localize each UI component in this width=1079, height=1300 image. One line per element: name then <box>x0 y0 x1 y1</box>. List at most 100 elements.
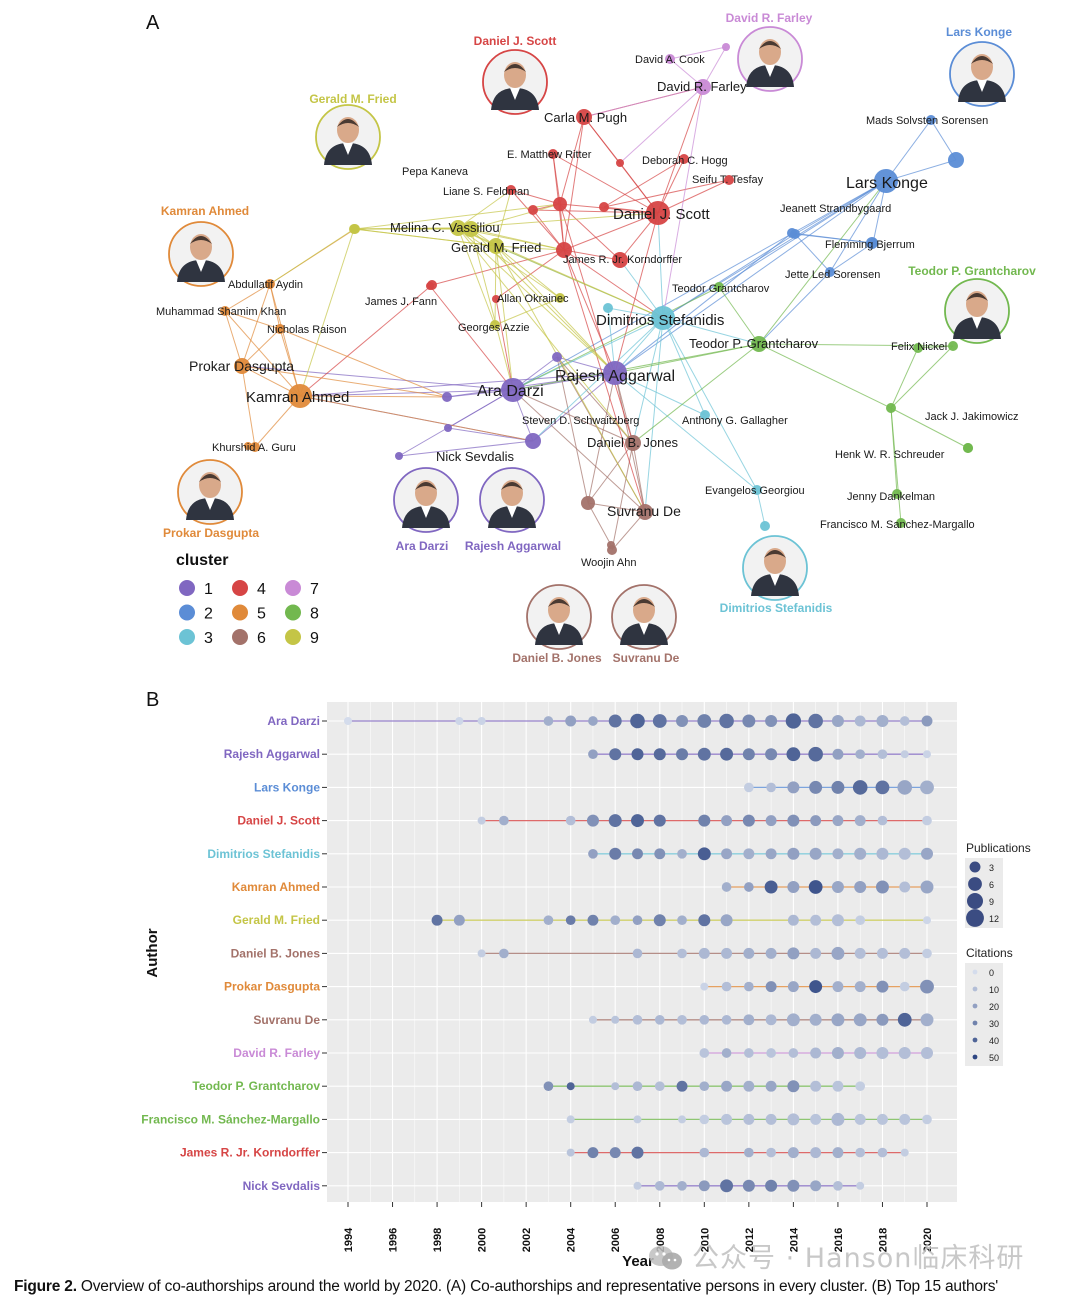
node-label-lars: Lars Konge <box>846 175 928 192</box>
point-ara-darzi-2018 <box>876 715 889 727</box>
node-seifu <box>724 175 734 185</box>
edge-gerald-ara <box>495 245 514 391</box>
edge-s23-ara <box>470 228 514 391</box>
edge-henk-francisco <box>890 407 902 524</box>
point-francisco-m-s-nchez-margallo-2020 <box>922 1114 932 1125</box>
point-francisco-m-s-nchez-margallo-2010 <box>699 1114 710 1125</box>
point-daniel-j-scott-2005 <box>586 814 599 827</box>
x-tick-label-2008: 2008 <box>655 1228 667 1252</box>
citations-key-20 <box>972 1003 978 1009</box>
portrait-collar-daniel-b-jones <box>554 623 564 635</box>
point-kamran-ahmed-2015 <box>808 880 823 894</box>
edge-daniels-ematthew <box>552 153 659 214</box>
x-tick-label-2010: 2010 <box>699 1228 711 1252</box>
point-francisco-m-s-nchez-margallo-2016 <box>831 1112 845 1126</box>
point-suvranu-de-2007 <box>632 1014 643 1025</box>
portrait-name-rajesh-aggarwal: Rajesh Aggarwal <box>465 539 561 553</box>
node-melina <box>450 220 466 236</box>
legend-swatch-6 <box>232 629 248 645</box>
node-kamran <box>288 384 312 408</box>
point-ara-darzi-2013 <box>765 715 778 727</box>
point-rajesh-aggarwal-2005 <box>588 749 598 760</box>
node-label-anthony: Anthony G. Gallagher <box>682 415 788 427</box>
point-david-r-farley-2014 <box>788 1048 799 1058</box>
point-daniel-j-scott-2014 <box>787 814 800 827</box>
point-dimitrios-stefanidis-2015 <box>809 847 822 860</box>
point-kamran-ahmed-2014 <box>787 881 800 893</box>
point-daniel-b-jones-2010 <box>698 947 710 959</box>
point-daniel-b-jones-2019 <box>899 947 911 959</box>
legend-swatch-8 <box>285 604 301 621</box>
edge-steven-s16 <box>556 356 589 504</box>
point-suvranu-de-2010 <box>699 1014 710 1025</box>
legend-swatch-7 <box>285 580 301 596</box>
y-tick-label-daniel-b-jones: Daniel B. Jones <box>231 946 321 960</box>
panel-b-label: B <box>146 689 159 711</box>
portrait-hair-daniel-b-jones <box>548 599 570 607</box>
y-tick-label-nick-sevdalis: Nick Sevdalis <box>243 1179 321 1193</box>
point-prokar-dasgupta-2012 <box>744 981 754 992</box>
node-label-pepa: Pepa Kaneva <box>402 166 469 178</box>
point-suvranu-de-2017 <box>853 1013 867 1027</box>
point-dimitrios-stefanidis-2012 <box>743 848 755 860</box>
node-s7 <box>442 392 452 402</box>
point-rajesh-aggarwal-2012 <box>742 748 755 761</box>
point-francisco-m-s-nchez-margallo-2012 <box>743 1113 755 1125</box>
edge-gerald-georges <box>494 245 497 326</box>
node-anthony <box>700 410 710 420</box>
edge-henk-felix <box>890 345 954 409</box>
point-teodor-p-grantcharov-2009 <box>676 1080 688 1092</box>
point-suvranu-de-2019 <box>897 1012 912 1027</box>
point-ara-darzi-2005 <box>588 716 598 726</box>
point-ara-darzi-2020 <box>921 715 933 727</box>
point-teodor-p-grantcharov-2010 <box>699 1081 710 1092</box>
edge-carla-s1 <box>563 116 585 251</box>
y-tick-label-ara-darzi: Ara Darzi <box>267 714 320 728</box>
node-label-gerald: Gerald M. Fried <box>451 240 541 255</box>
node-jenny <box>892 489 902 499</box>
series-rows <box>344 713 934 1193</box>
portrait-name-lars-konge: Lars Konge <box>946 25 1012 39</box>
node-s2 <box>553 197 567 211</box>
node-label-james: James R. Jr. Korndorffer <box>563 254 682 266</box>
point-daniel-b-jones-2014 <box>787 947 800 960</box>
legend-label-3: 3 <box>204 630 213 647</box>
node-deborah <box>679 154 689 164</box>
point-daniel-j-scott-2006 <box>608 814 622 828</box>
edge-dimitrios-daniels <box>657 212 664 319</box>
edge-davidc-s10 <box>669 46 727 60</box>
edge-ara-s9 <box>398 389 514 457</box>
edge-abdul-muhammad <box>224 283 271 312</box>
y-tick-label-kamran-ahmed: Kamran Ahmed <box>232 880 320 894</box>
cluster-legend: cluster 1 4 7 2 5 8 3 6 9 <box>176 552 319 647</box>
edge-teodor-henk <box>758 343 892 409</box>
edge-suvranu-woojin <box>611 511 646 551</box>
point-gerald-m-fried-2007 <box>632 915 643 926</box>
node-s24 <box>426 282 434 290</box>
point-rajesh-aggarwal-2011 <box>720 747 734 761</box>
publications-legend: Publications 3 6 9 12 <box>965 841 1031 928</box>
point-lars-konge-2017 <box>852 780 868 795</box>
point-dimitrios-stefanidis-2005 <box>588 848 598 859</box>
edge-jette-flemming <box>829 242 874 273</box>
x-axis-title: Year <box>622 1253 654 1270</box>
node-daniels <box>646 201 670 225</box>
point-nick-sevdalis-2016 <box>833 1180 843 1191</box>
point-david-r-farley-2017 <box>854 1047 867 1059</box>
point-dimitrios-stefanidis-2014 <box>787 847 800 860</box>
edge-raj-s7 <box>446 372 616 398</box>
point-rajesh-aggarwal-2013 <box>765 748 778 761</box>
node-raj <box>603 361 627 385</box>
portrait-name-ara-darzi: Ara Darzi <box>396 539 449 553</box>
node-label-flemming: Flemming Bjerrum <box>825 239 915 251</box>
edge-prokar-s7 <box>241 365 448 398</box>
edge-jeanett-jette <box>794 233 831 273</box>
caption-text: Overview of co-authorships around the wo… <box>76 1278 999 1295</box>
point-dimitrios-stefanidis-2019 <box>898 847 911 860</box>
x-tick-label-2000: 2000 <box>477 1228 489 1252</box>
citations-key-50 <box>972 1054 978 1060</box>
node-davidc <box>665 54 675 64</box>
point-ara-darzi-2017 <box>854 715 866 727</box>
node-s20 <box>963 443 973 453</box>
edge-lars-s11 <box>885 159 957 182</box>
